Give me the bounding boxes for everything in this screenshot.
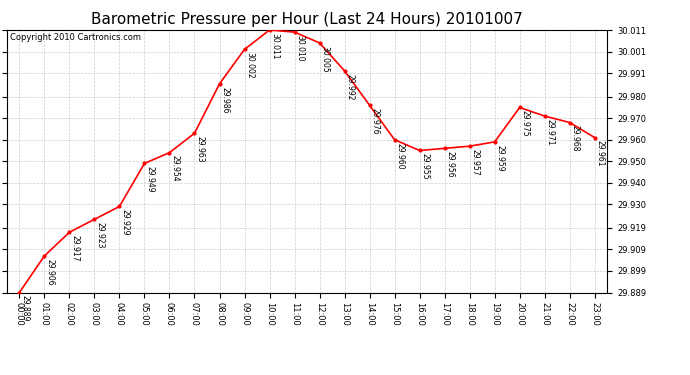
Text: 29.992: 29.992: [346, 74, 355, 100]
Text: 29.968: 29.968: [571, 125, 580, 152]
Text: 29.963: 29.963: [195, 136, 204, 163]
Text: 30.011: 30.011: [270, 33, 279, 59]
Text: 29.955: 29.955: [421, 153, 430, 180]
Text: 29.957: 29.957: [471, 149, 480, 176]
Text: 29.959: 29.959: [495, 145, 504, 171]
Text: 29.923: 29.923: [95, 222, 104, 249]
Text: 29.961: 29.961: [595, 140, 604, 167]
Text: 30.005: 30.005: [321, 46, 330, 72]
Text: 29.954: 29.954: [170, 155, 179, 182]
Text: 30.002: 30.002: [246, 52, 255, 79]
Text: Copyright 2010 Cartronics.com: Copyright 2010 Cartronics.com: [10, 33, 141, 42]
Text: 29.956: 29.956: [446, 151, 455, 178]
Text: 29.917: 29.917: [70, 235, 79, 261]
Text: 29.889: 29.889: [21, 295, 30, 322]
Text: 29.986: 29.986: [221, 87, 230, 113]
Text: 29.949: 29.949: [146, 166, 155, 193]
Text: 29.960: 29.960: [395, 142, 404, 169]
Title: Barometric Pressure per Hour (Last 24 Hours) 20101007: Barometric Pressure per Hour (Last 24 Ho…: [91, 12, 523, 27]
Text: 29.929: 29.929: [121, 209, 130, 236]
Text: 29.975: 29.975: [521, 110, 530, 137]
Text: 29.906: 29.906: [46, 259, 55, 285]
Text: 29.971: 29.971: [546, 119, 555, 146]
Text: 30.010: 30.010: [295, 35, 304, 62]
Text: 29.976: 29.976: [371, 108, 380, 135]
